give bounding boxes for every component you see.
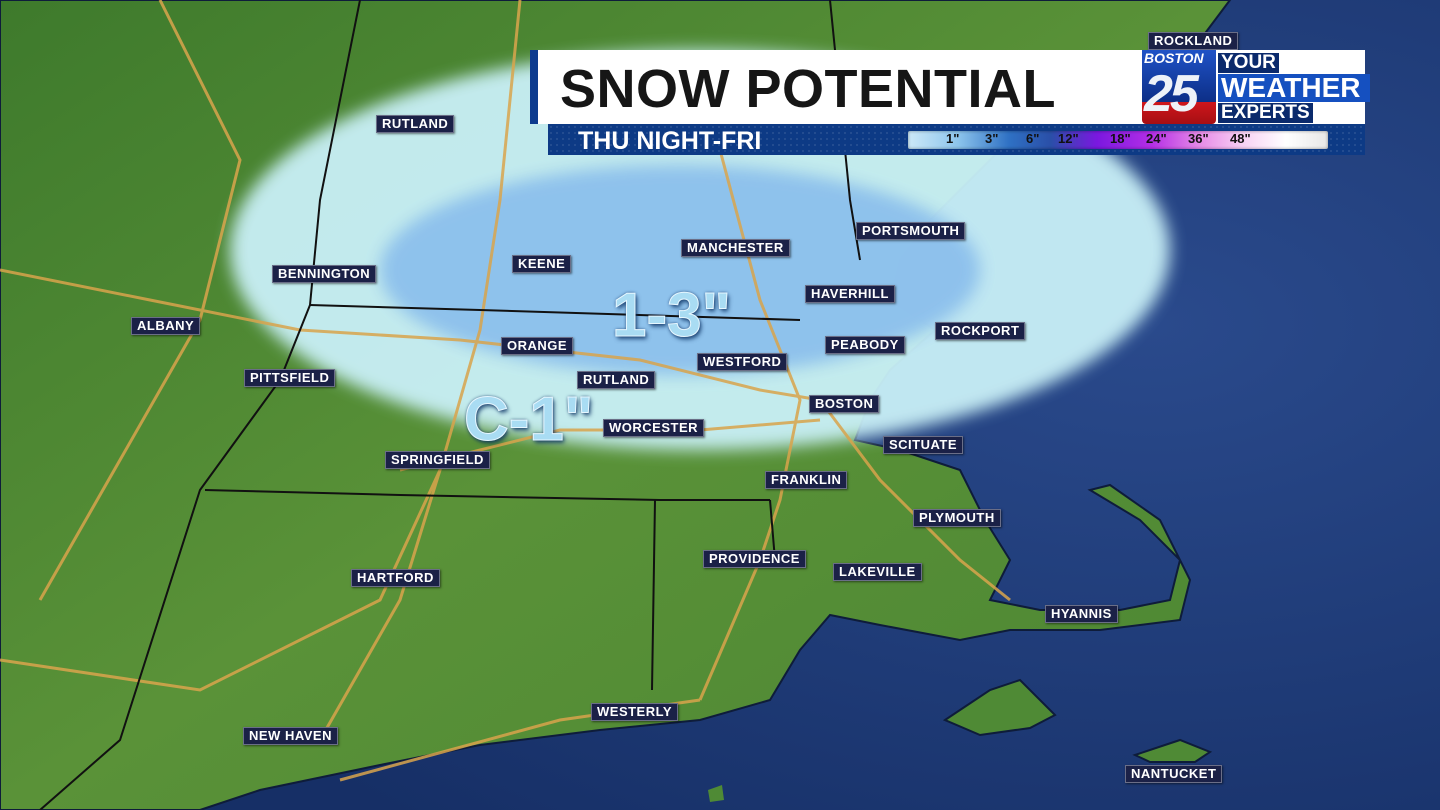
page-title: SNOW POTENTIAL [560,59,1056,119]
logo-tagline: YOUR [1218,53,1279,73]
time-period: THU NIGHT-FRI [578,127,762,155]
city-label: MANCHESTER [681,239,790,257]
legend-tick: 24" [1146,131,1167,146]
city-label: SCITUATE [883,436,964,454]
city-label: ORANGE [501,337,574,355]
legend-tick: 18" [1110,131,1131,146]
city-label: WORCESTER [603,419,704,437]
logo-number: 25 [1144,65,1199,123]
city-label: BOSTON [809,395,880,413]
legend-tick: 36" [1188,131,1209,146]
city-label: NANTUCKET [1125,765,1223,783]
logo-badge: BOSTON 25 [1142,50,1216,124]
city-label: HARTFORD [351,569,440,587]
city-label: PITTSFIELD [244,369,336,387]
city-label: PROVIDENCE [703,550,806,568]
legend-tick: 1" [946,131,960,146]
station-logo: BOSTON 25 YOUR WEATHER EXPERTS [1142,50,1377,126]
snow-inner-zone [380,165,980,375]
city-label: PEABODY [825,336,905,354]
snow-amount-outer: C-1" [463,385,594,454]
city-label: PLYMOUTH [913,509,1001,527]
city-label: PORTSMOUTH [856,222,966,240]
legend-tick: 12" [1058,131,1079,146]
nantucket-island [1132,738,1213,763]
marthas-vineyard [942,678,1057,737]
city-label: RUTLAND [577,371,656,389]
city-label: ALBANY [131,317,201,335]
snowfall-legend: 1" 3" 6" 12" 18" 24" 36" 48" [908,131,1328,149]
city-label: WESTFORD [697,353,788,371]
city-label: BENNINGTON [272,265,377,283]
legend-tick: 48" [1230,131,1251,146]
city-label: HAVERHILL [805,285,895,303]
city-label: HYANNIS [1045,605,1118,623]
city-label: WESTERLY [591,703,679,721]
logo-tagline: WEATHER [1218,74,1371,102]
city-label: ROCKLAND [1148,32,1239,50]
city-label: FRANKLIN [765,471,848,489]
legend-tick: 3" [985,131,999,146]
legend-tick: 6" [1026,131,1040,146]
logo-tagline: EXPERTS [1218,103,1313,123]
city-label: ROCKPORT [935,322,1026,340]
city-label: NEW HAVEN [243,727,338,745]
city-label: RUTLAND [376,115,455,133]
city-label: KEENE [512,255,572,273]
city-label: LAKEVILLE [833,563,922,581]
city-label: SPRINGFIELD [385,451,490,469]
block-island [708,785,724,802]
logo-station: BOSTON [1144,50,1204,66]
snow-amount-inner: 1-3" [611,281,732,350]
